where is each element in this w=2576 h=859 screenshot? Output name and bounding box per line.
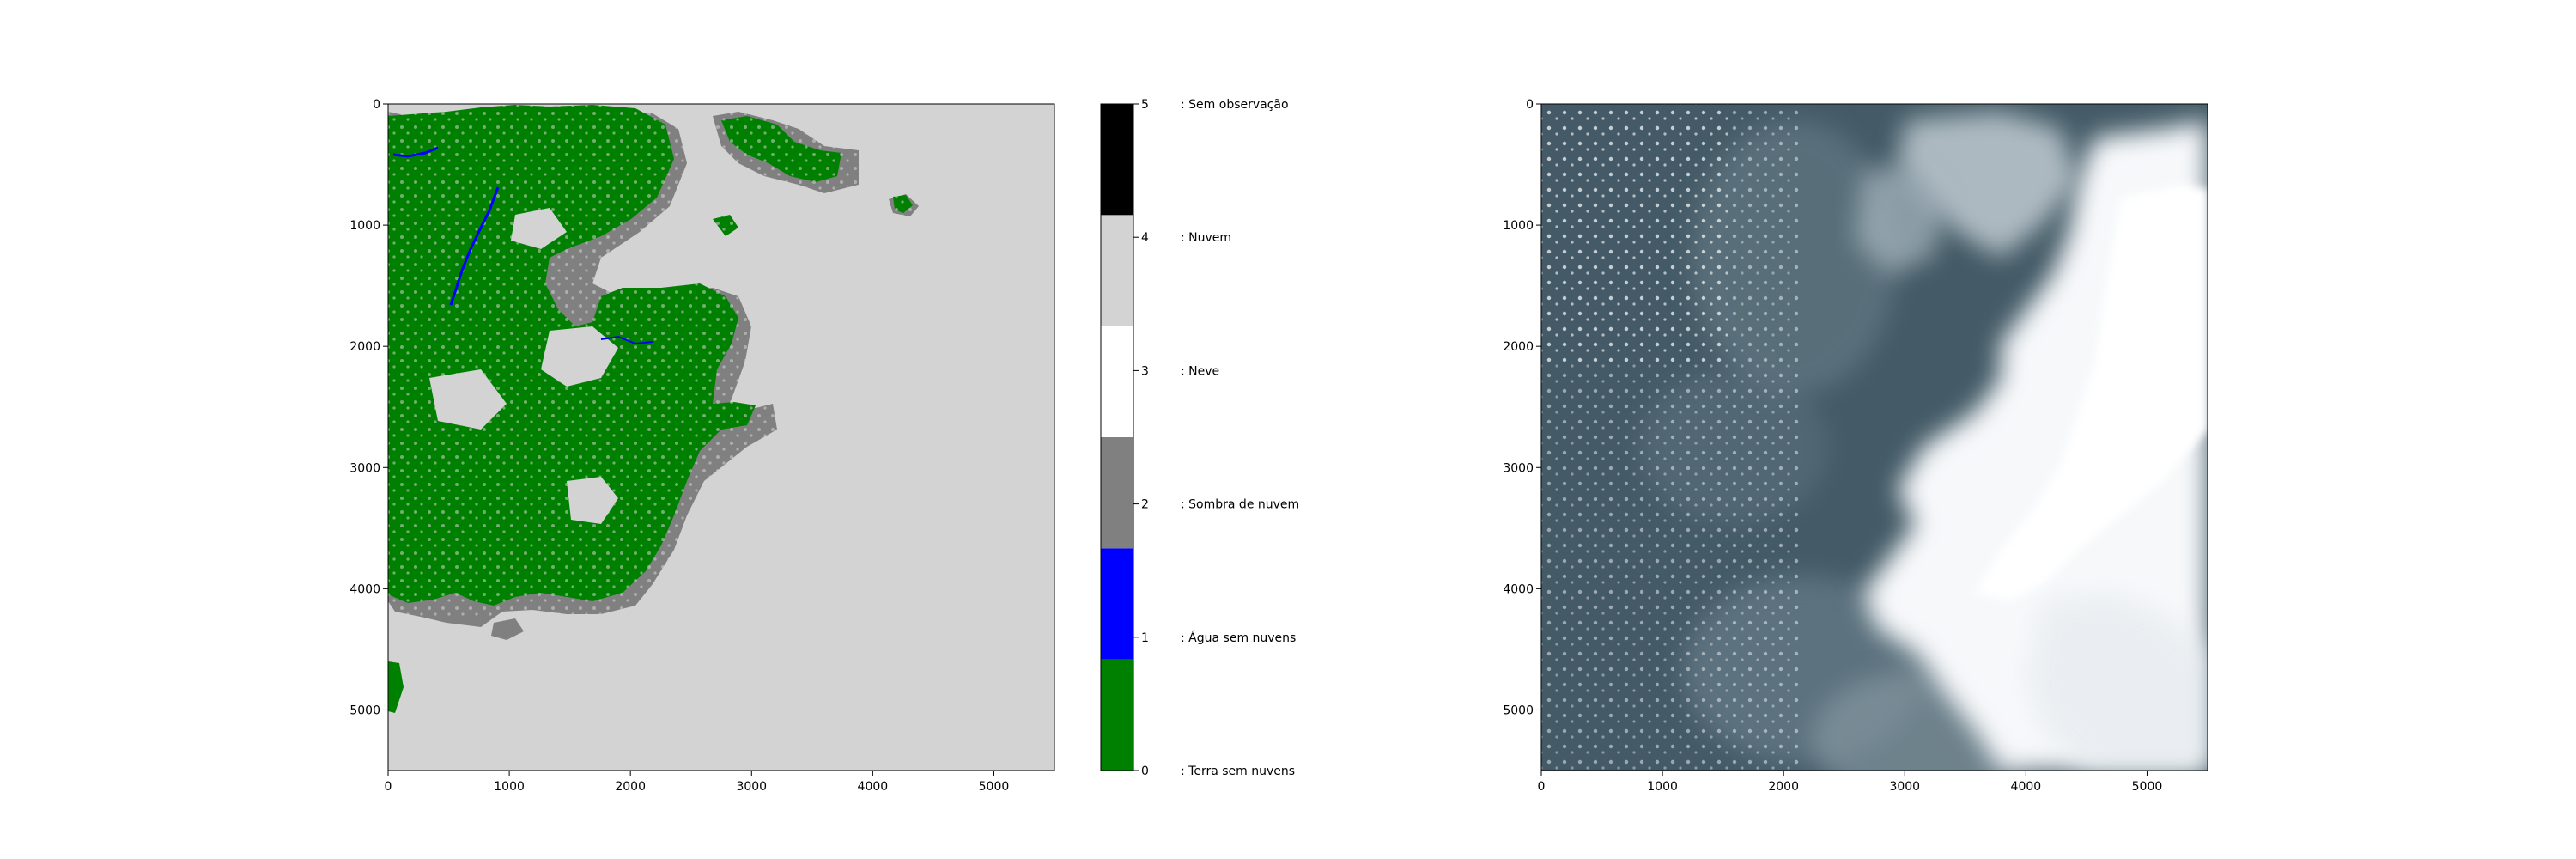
colorbar-segment	[1101, 326, 1133, 437]
satellite-panel: 0 1000 2000 3000 4000 5000 0 1000 2000 3000 4000 5…	[1503, 98, 2208, 794]
y-tick-label: 3000	[1503, 461, 1534, 475]
x-tick-label: 3000	[736, 780, 767, 794]
x-tick-label: 2000	[1768, 780, 1799, 794]
y-tick-label: 4000	[349, 582, 380, 596]
colorbar-frame	[1100, 103, 1134, 771]
x-tick-label: 3000	[1889, 780, 1920, 794]
y-tick-label: 5000	[349, 704, 380, 717]
mask-panel: 0 1000 2000 3000 4000 5000 0 1000 2000 3000 4000 5…	[349, 98, 1055, 794]
mask-y-axis: 0 1000 2000 3000 4000 5000	[349, 98, 388, 717]
colorbar-tick-label: 0	[1141, 765, 1149, 778]
satellite-x-axis: 0 1000 2000 3000 4000 5000	[1538, 771, 2163, 794]
colorbar-tick-label: 2	[1141, 498, 1149, 512]
colorbar-segment	[1101, 437, 1133, 549]
colorbar-class-label: : Sem observação	[1181, 98, 1289, 112]
colorbar-segment	[1101, 659, 1133, 771]
colorbar-tick-label: 3	[1141, 364, 1149, 378]
x-tick-label: 4000	[858, 780, 889, 794]
colorbar-segments	[1101, 104, 1133, 771]
colorbar-ticks: 0 1 2 3 4 5	[1133, 98, 1149, 778]
y-tick-label: 4000	[1503, 582, 1534, 596]
y-tick-label: 0	[373, 98, 380, 112]
y-tick-label: 2000	[1503, 340, 1534, 354]
y-tick-label: 2000	[349, 340, 380, 354]
colorbar: 0 1 2 3 4 5 : Terra sem nuvens : Água sem nuve…	[1100, 98, 1299, 778]
colorbar-class-label: : Sombra de nuvem	[1181, 498, 1299, 512]
colorbar-segment	[1101, 215, 1133, 326]
x-tick-label: 5000	[979, 780, 1010, 794]
x-tick-label: 4000	[2011, 780, 2042, 794]
y-tick-label: 1000	[1503, 219, 1534, 233]
y-tick-label: 5000	[1503, 704, 1534, 717]
y-tick-label: 1000	[349, 219, 380, 233]
mask-frame	[387, 103, 1055, 771]
y-tick-label: 3000	[349, 461, 380, 475]
x-tick-label: 1000	[494, 780, 525, 794]
colorbar-tick-label: 4	[1141, 231, 1149, 245]
x-tick-label: 1000	[1647, 780, 1678, 794]
x-tick-label: 0	[385, 780, 392, 794]
x-tick-label: 0	[1538, 780, 1546, 794]
colorbar-segment	[1101, 104, 1133, 216]
colorbar-class-label: : Água sem nuvens	[1181, 631, 1296, 645]
colorbar-tick-label: 1	[1141, 631, 1149, 645]
colorbar-segment	[1101, 548, 1133, 660]
colorbar-tick-label: 5	[1141, 98, 1149, 112]
y-tick-label: 0	[1526, 98, 1534, 112]
colorbar-class-label: : Neve	[1181, 364, 1219, 378]
satellite-y-axis: 0 1000 2000 3000 4000 5000	[1503, 98, 1541, 717]
colorbar-class-label: : Terra sem nuvens	[1181, 765, 1295, 778]
satellite-frame	[1540, 103, 2208, 771]
mask-regions	[388, 104, 1054, 713]
x-tick-label: 5000	[2132, 780, 2163, 794]
x-tick-label: 2000	[615, 780, 646, 794]
satellite-texture	[1541, 104, 2208, 771]
colorbar-class-labels: : Terra sem nuvens : Água sem nuvens : Som…	[1181, 98, 1299, 778]
colorbar-class-label: : Nuvem	[1181, 231, 1231, 245]
water-region	[449, 186, 500, 306]
mask-x-axis: 0 1000 2000 3000 4000 5000	[385, 771, 1010, 794]
